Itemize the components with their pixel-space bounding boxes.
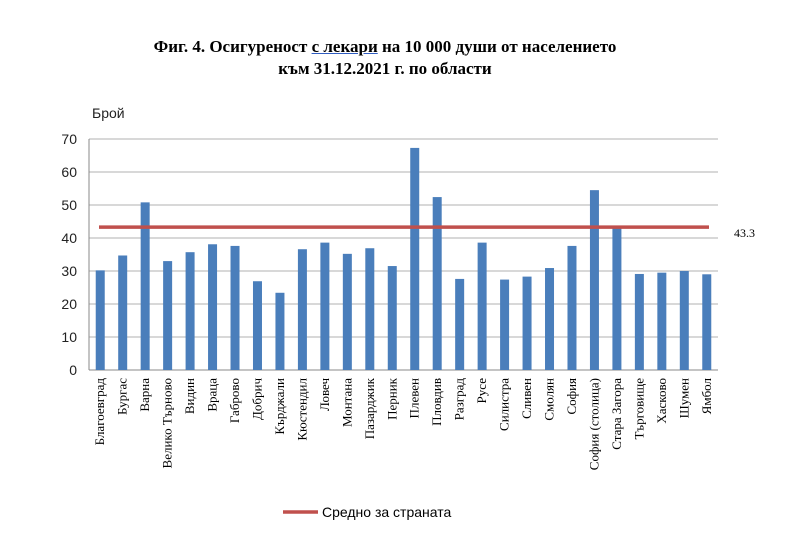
bar xyxy=(252,281,262,370)
category-label: Варна xyxy=(137,378,152,412)
category-label: Смолян xyxy=(542,378,557,421)
category-label: Шумен xyxy=(676,378,691,418)
category-label: Ловеч xyxy=(317,378,332,412)
category-label: Хасково xyxy=(654,378,669,424)
bar xyxy=(432,197,442,370)
bar xyxy=(365,248,375,370)
category-label: Кюстендил xyxy=(294,377,309,440)
bar xyxy=(567,245,577,370)
title-line1-link: с лекари xyxy=(311,37,378,56)
category-label: Габрово xyxy=(227,378,242,423)
category-label: Русе xyxy=(474,378,489,404)
y-tick-label: 70 xyxy=(61,131,77,147)
title-line2: към 31.12.2021 г. по области xyxy=(278,59,492,78)
category-label: Плевен xyxy=(407,378,422,418)
y-tick-label: 30 xyxy=(61,263,77,279)
y-tick-label: 10 xyxy=(61,329,77,345)
y-tick-label: 20 xyxy=(61,296,77,312)
category-label: Пловдив xyxy=(429,378,444,426)
category-label: Кърджали xyxy=(272,378,287,435)
bar xyxy=(589,190,599,370)
category-label: Враца xyxy=(205,378,220,412)
category-label: Разград xyxy=(452,378,467,421)
title-line1-pre: Фиг. 4. Осигуреност xyxy=(153,37,312,56)
grid-lines xyxy=(88,138,718,371)
y-tick-label: 40 xyxy=(61,230,77,246)
category-label: Търговище xyxy=(631,378,646,440)
bar xyxy=(612,226,622,370)
bar xyxy=(545,268,555,370)
bar xyxy=(140,202,150,370)
category-label: Видин xyxy=(182,378,197,414)
y-tick-label: 0 xyxy=(69,362,77,378)
category-label: Добрич xyxy=(249,378,264,420)
bar xyxy=(702,274,712,370)
bar xyxy=(657,272,667,370)
category-label: Монтана xyxy=(339,378,354,427)
y-tick-labels: 0 10 20 30 40 50 60 70 xyxy=(61,131,77,378)
bar xyxy=(679,271,689,370)
bar xyxy=(320,242,330,370)
bar xyxy=(95,270,105,370)
bar xyxy=(500,279,510,370)
category-label: Стара Загора xyxy=(609,378,624,450)
bar xyxy=(342,253,352,370)
bar xyxy=(275,292,285,370)
chart-title: Фиг. 4. Осигуреност с лекари на 10 000 д… xyxy=(0,36,770,80)
y-tick-label: 50 xyxy=(61,197,77,213)
category-label: Силистра xyxy=(497,378,512,431)
y-axis-label: Брой xyxy=(92,105,125,121)
category-label: Велико Търново xyxy=(160,378,175,468)
category-label: Перник xyxy=(384,377,399,420)
category-label: Пазарджик xyxy=(362,377,377,439)
bar xyxy=(118,255,128,370)
bar xyxy=(410,147,420,370)
category-labels: Благоевград Бургас Варна Велико Търново Види… xyxy=(92,377,714,470)
title-line1-post: на 10 000 души от населението xyxy=(377,37,617,56)
bar xyxy=(163,261,173,370)
bar xyxy=(185,252,195,370)
category-label: София xyxy=(564,378,579,415)
category-label: Ямбол xyxy=(699,377,714,414)
bar xyxy=(208,244,218,370)
bar xyxy=(634,273,644,370)
category-label: София (столица) xyxy=(586,378,601,470)
bar xyxy=(455,278,465,370)
category-label: Благоевград xyxy=(92,378,107,446)
bar xyxy=(230,245,240,370)
bar xyxy=(477,242,487,370)
bar xyxy=(297,249,307,370)
category-label: Сливен xyxy=(519,378,534,419)
average-value-label: 43.3 xyxy=(734,226,755,240)
bars xyxy=(95,147,712,370)
category-label: Бургас xyxy=(115,378,130,415)
bar xyxy=(522,276,532,370)
legend-average-label: Средно за страната xyxy=(322,504,451,520)
y-tick-label: 60 xyxy=(61,164,77,180)
bar xyxy=(387,266,397,370)
